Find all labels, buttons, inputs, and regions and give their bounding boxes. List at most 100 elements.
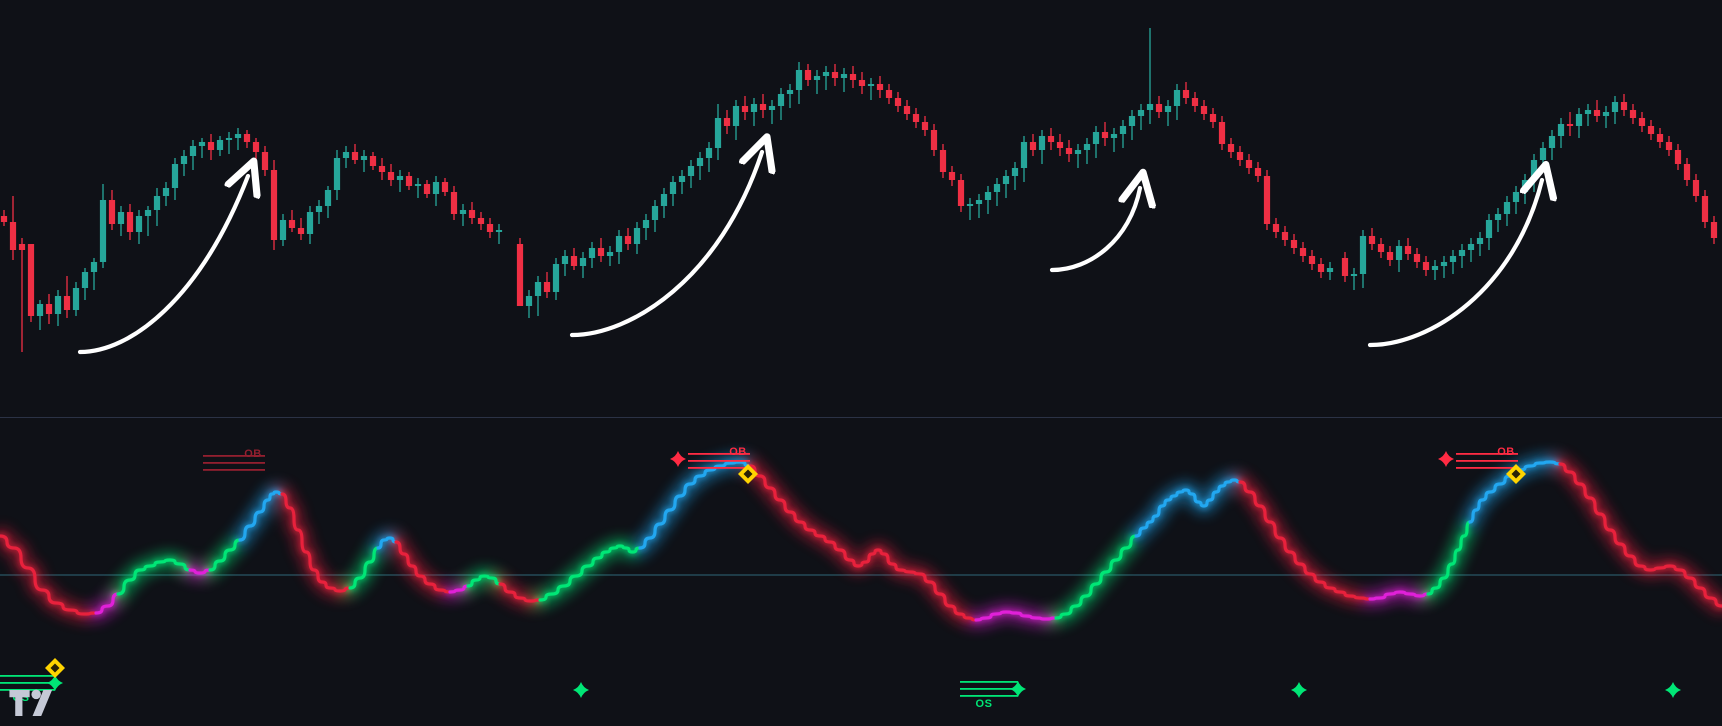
signal-star-icon[interactable]	[1010, 681, 1026, 697]
candle-body	[1074, 150, 1082, 154]
candle-body	[1656, 134, 1664, 142]
candle-body	[885, 90, 893, 98]
candle-body	[54, 296, 62, 314]
trend-arrow-4	[1367, 180, 1542, 348]
candle-body	[1611, 102, 1619, 112]
signal-ob-3[interactable]: OB	[1438, 446, 1526, 484]
signal-os-5[interactable]	[1665, 682, 1681, 698]
signal-ob-1[interactable]: OB	[203, 448, 265, 471]
candle-wick	[771, 100, 773, 124]
candle-body	[1155, 104, 1163, 112]
signal-ob-2[interactable]: OB	[670, 446, 758, 484]
candle-body	[840, 74, 848, 78]
candle-body	[534, 282, 542, 296]
candle-body	[543, 282, 551, 292]
candle-body	[1164, 106, 1172, 112]
candle-body	[1020, 142, 1028, 168]
candle-body	[1476, 238, 1484, 244]
candle-body	[81, 272, 89, 288]
candle-body	[552, 264, 560, 292]
signal-os-3[interactable]: OS	[960, 681, 1026, 710]
candle-wick	[1353, 268, 1355, 290]
candle-body	[1683, 164, 1691, 180]
candle-body	[1011, 168, 1019, 176]
overbought-label: OB	[729, 446, 747, 458]
candle-body	[615, 236, 623, 252]
candle-wick	[789, 84, 791, 108]
signal-diamond-icon[interactable]	[738, 464, 758, 484]
signal-diamond-icon[interactable]	[45, 658, 65, 678]
candle-body	[378, 166, 386, 172]
signal-level-line	[1456, 467, 1518, 469]
candle-body	[0, 216, 8, 222]
oscillator-segment-green	[208, 538, 242, 572]
candle-body	[486, 224, 494, 232]
candle-wick	[498, 224, 500, 244]
candle-body	[696, 158, 704, 166]
candle-body	[939, 150, 947, 172]
overbought-label: OB	[1497, 446, 1515, 458]
candle-body	[606, 252, 614, 256]
signal-diamond-icon[interactable]	[1506, 464, 1526, 484]
candle-wick	[399, 170, 401, 192]
signal-os-4[interactable]	[1291, 682, 1307, 698]
oscillator-segment-green	[466, 574, 502, 588]
candle-body	[1422, 262, 1430, 270]
tradingview-logo[interactable]	[8, 686, 60, 720]
signal-level-line	[0, 682, 55, 684]
candle-body	[333, 158, 341, 190]
candle-wick	[1113, 128, 1115, 152]
candle-body	[687, 166, 695, 176]
candle-body	[1359, 236, 1367, 274]
candle-body	[1575, 114, 1583, 126]
candle-body	[1056, 142, 1064, 148]
candle-body	[72, 288, 80, 310]
candle-body	[459, 210, 467, 214]
signal-os-2[interactable]	[573, 682, 589, 698]
candle-body	[903, 106, 911, 114]
candle-wick	[1149, 28, 1151, 124]
signal-level-line	[688, 467, 750, 469]
candle-body	[786, 90, 794, 94]
candle-body	[1629, 110, 1637, 118]
candle-body	[1512, 192, 1520, 202]
candle-body	[1431, 266, 1439, 270]
signal-star-icon[interactable]	[1291, 682, 1307, 698]
signal-star-icon[interactable]	[670, 451, 686, 467]
oscillator-pane: OS OB OB OS OB	[0, 418, 1722, 726]
candle-body	[732, 106, 740, 126]
candle-body	[1308, 256, 1316, 264]
candle-body	[234, 134, 242, 138]
candle-body	[876, 84, 884, 90]
candle-body	[1227, 144, 1235, 152]
candle-body	[225, 138, 233, 140]
candle-body	[705, 148, 713, 158]
candle-wick	[1587, 104, 1589, 126]
candle-body	[9, 222, 17, 250]
candle-body	[1299, 248, 1307, 256]
candle-body	[144, 210, 152, 216]
candle-body	[297, 228, 305, 234]
oscillator-segment-magenta	[974, 610, 1058, 622]
candle-body	[450, 192, 458, 214]
candle-body	[1539, 148, 1547, 160]
oscillator-segment-red	[498, 582, 542, 603]
candle-wick	[1443, 256, 1445, 278]
signal-star-icon[interactable]	[1438, 451, 1454, 467]
oscillator-segment-magenta	[448, 584, 470, 594]
signal-star-icon[interactable]	[47, 675, 63, 691]
candle-body	[108, 200, 116, 224]
candle-body	[1209, 114, 1217, 122]
signal-level-line	[0, 689, 55, 691]
candle-wick	[228, 132, 230, 154]
signal-os-1[interactable]: OS	[0, 658, 65, 704]
signal-star-icon[interactable]	[1665, 682, 1681, 698]
oscillator-segment-green	[538, 544, 642, 602]
candle-body	[1065, 148, 1073, 154]
candle-body	[912, 114, 920, 122]
candle-body	[1638, 118, 1646, 126]
signal-star-icon[interactable]	[573, 682, 589, 698]
signal-level-line	[960, 688, 1018, 690]
candle-body	[1557, 124, 1565, 136]
candle-body	[324, 190, 332, 206]
